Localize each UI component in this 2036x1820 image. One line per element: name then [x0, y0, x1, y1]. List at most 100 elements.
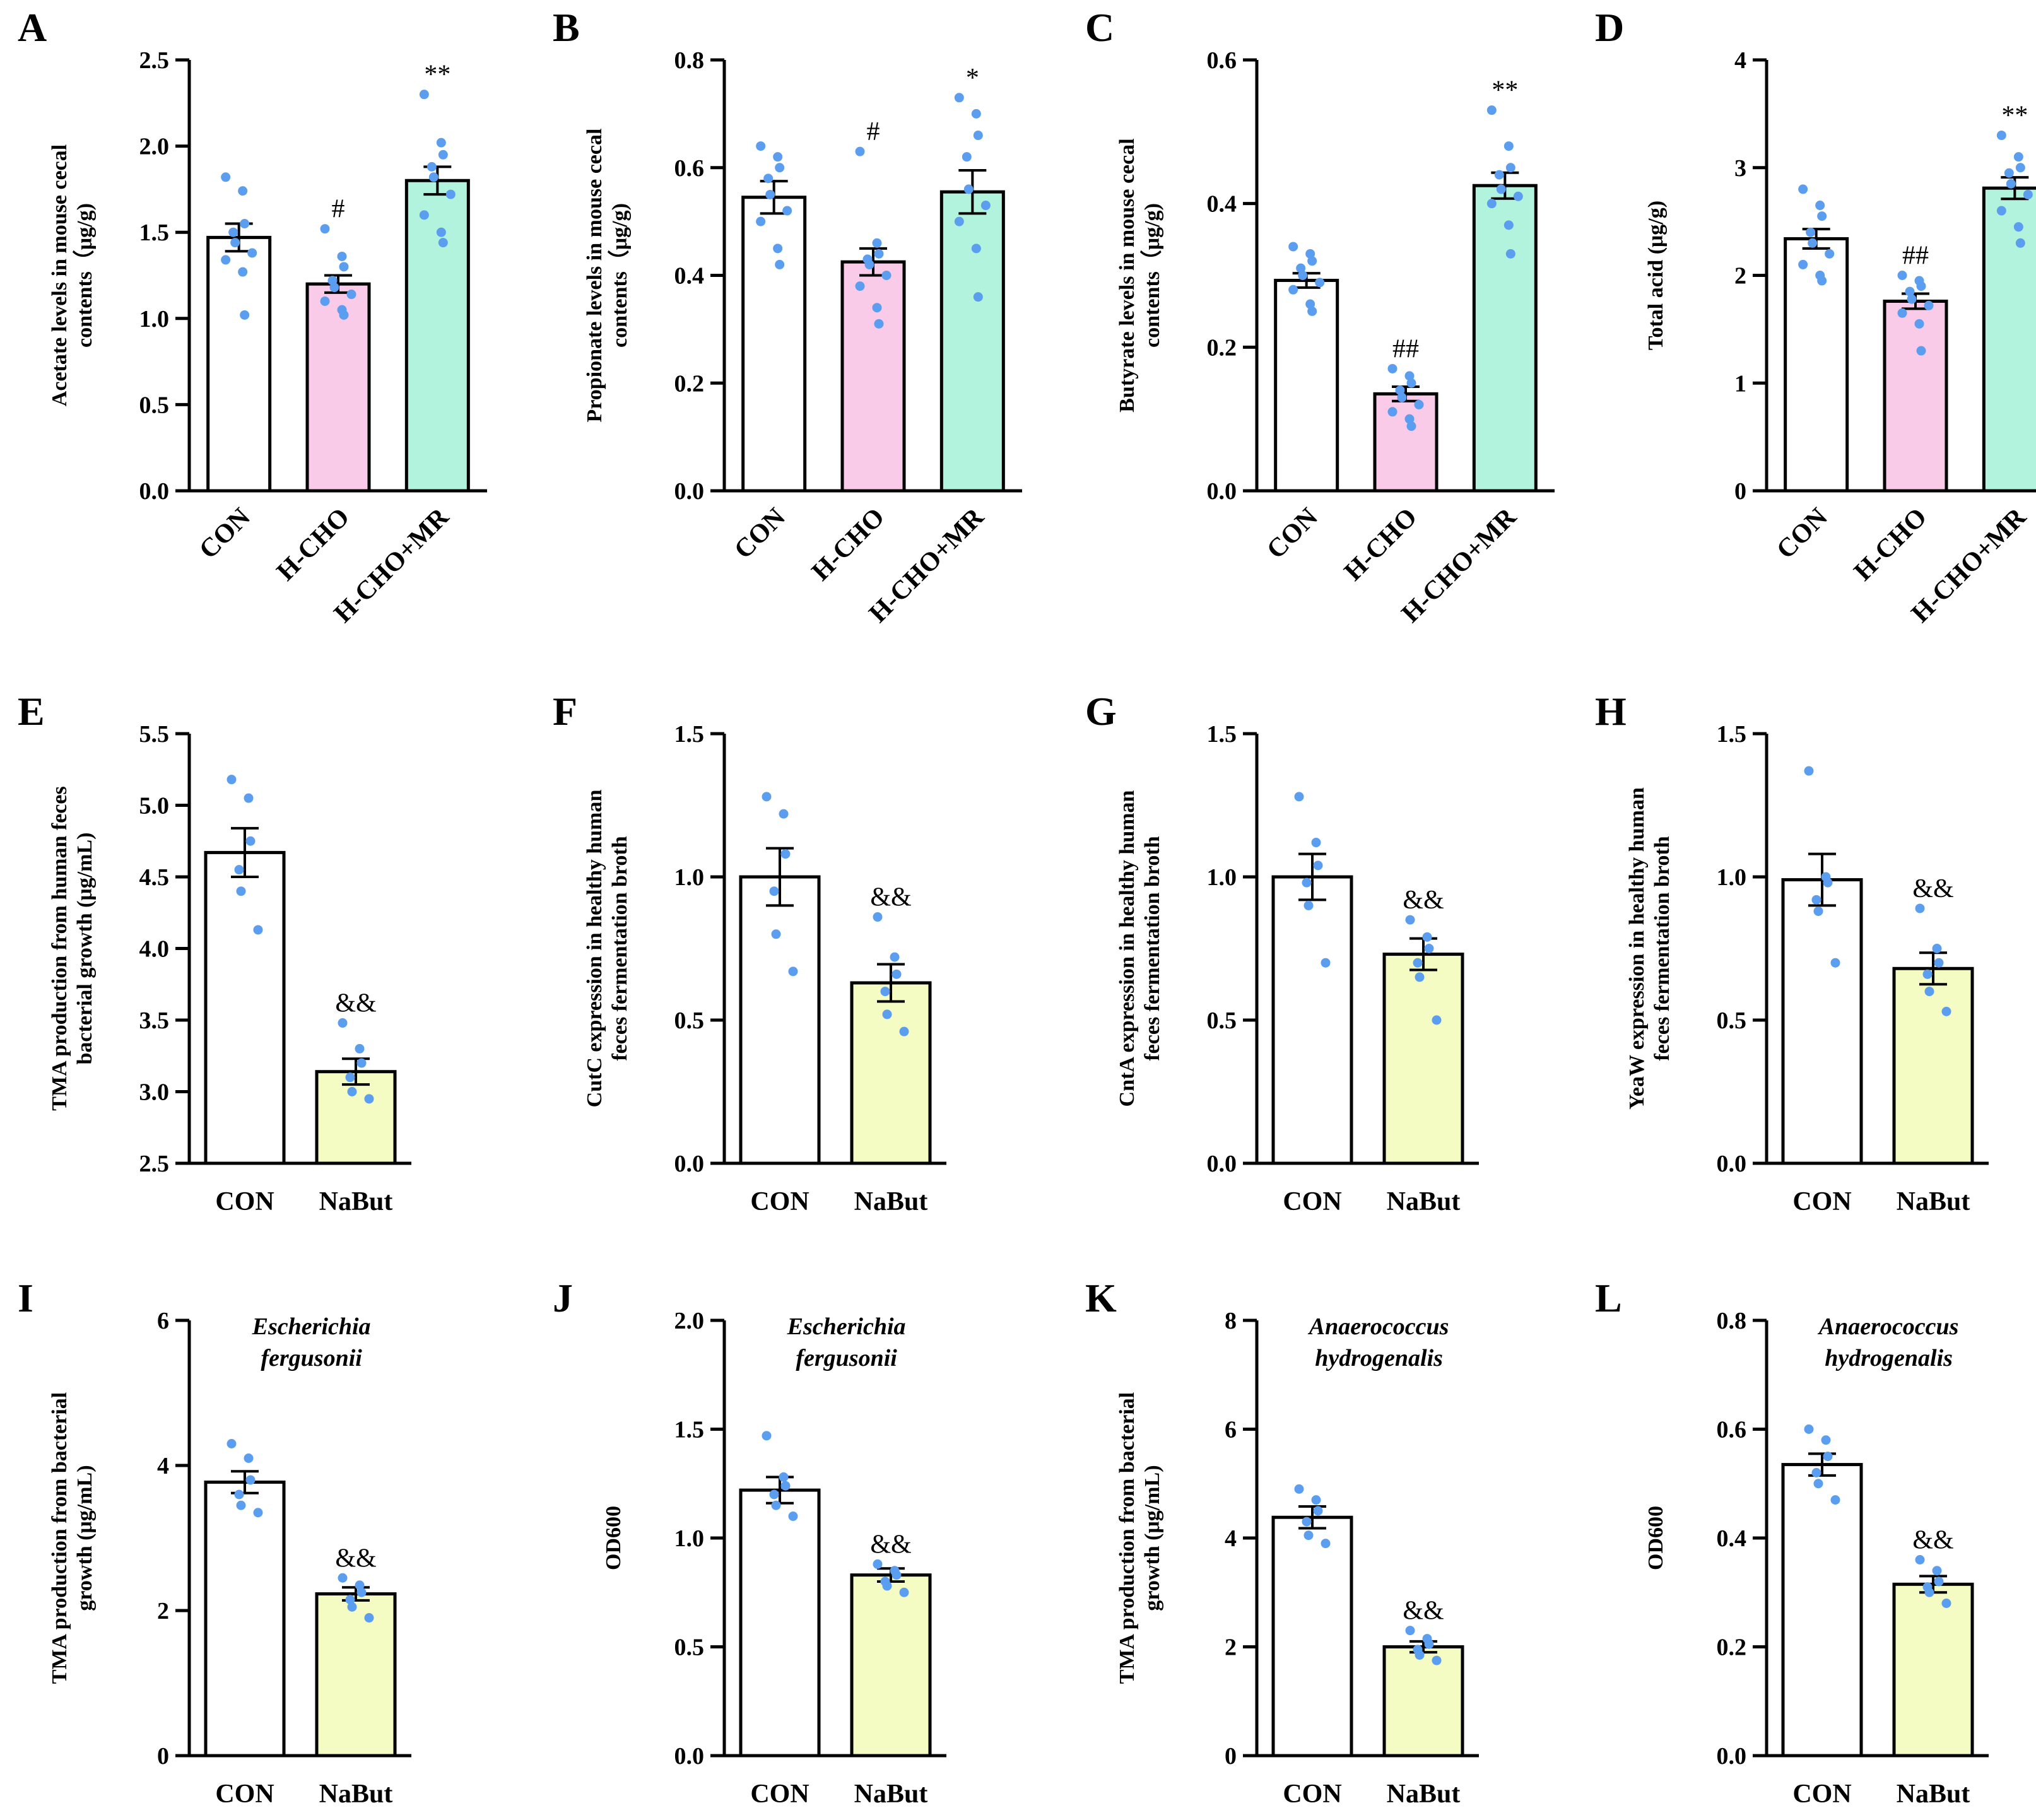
bar-h-cho: [1373, 392, 1439, 493]
data-point: [1307, 256, 1317, 266]
panel-letter: I: [18, 1276, 33, 1320]
bar-nabut: [315, 1070, 397, 1165]
y-axis-title: feces fermentation broth: [608, 836, 632, 1060]
data-point: [954, 93, 964, 103]
y-tick-label: 1.0: [139, 306, 170, 332]
y-axis-title: Butyrate levels in mouse cecal: [1115, 138, 1139, 412]
y-tick-label: 2.5: [139, 47, 170, 74]
data-point: [339, 310, 349, 320]
data-point: [227, 775, 237, 785]
data-point: [1811, 1468, 1821, 1477]
y-axis-title: TMA production from bacterial: [1115, 1392, 1139, 1684]
x-tick-label: CON: [1261, 503, 1324, 565]
y-tick-label: 6: [157, 1308, 169, 1334]
y-tick-label: 1.5: [1717, 721, 1747, 748]
y-tick-label: 0.8: [674, 47, 705, 74]
species-annotation: Anaerococcus: [1308, 1313, 1449, 1340]
data-point: [1397, 392, 1407, 402]
data-point: [1996, 206, 2006, 216]
data-point: [779, 809, 789, 819]
y-axis-title: feces fermentation broth: [1141, 836, 1164, 1060]
data-point: [1503, 141, 1514, 151]
panel-c: C 0.0 0.2 0.4 0.6 Butyrate levels in mouse ce…: [1085, 5, 1555, 628]
y-axis-title: Propionate levels in mouse cecal: [583, 129, 606, 423]
data-point: [1415, 1650, 1425, 1660]
panel-e: E 2.5 3.0 3.5 4.0 4.5 5.0 5.5 TMA production fro…: [18, 689, 411, 1216]
data-point: [1811, 895, 1821, 905]
bar-nabut: [1382, 1645, 1464, 1758]
data-point: [1804, 766, 1814, 776]
data-point: [419, 210, 429, 220]
x-tick-label: NaBut: [1897, 1187, 1970, 1216]
data-point: [872, 238, 882, 248]
data-point: [1313, 860, 1323, 871]
x-tick-label: NaBut: [854, 1187, 928, 1216]
x-tick-label: H-CHO: [1339, 503, 1423, 587]
data-point: [221, 255, 231, 265]
species-annotation: Anaerococcus: [1818, 1313, 1959, 1340]
data-point: [775, 163, 785, 173]
data-point: [428, 172, 438, 182]
panel-letter: E: [18, 689, 45, 734]
data-point: [1405, 1626, 1415, 1636]
significance-label: ##: [1902, 242, 1929, 271]
panel-g: G 0.0 0.5 1.0 1.5 CntA expression in healthy …: [1085, 689, 1479, 1216]
significance-label: &&: [1403, 886, 1444, 915]
y-tick-label: 0.0: [1207, 1151, 1237, 1177]
data-point: [1321, 958, 1331, 968]
data-point: [2004, 168, 2014, 178]
data-point: [872, 303, 882, 313]
x-tick-label: H-CHO: [806, 503, 890, 587]
significance-label: &&: [870, 883, 911, 912]
x-tick-label: CON: [1792, 1780, 1851, 1809]
data-point: [773, 244, 783, 254]
y-axis-title: TMA production from human feces: [48, 786, 71, 1110]
data-point: [1424, 944, 1434, 953]
significance-label: **: [1492, 76, 1518, 105]
data-point: [1922, 969, 1933, 979]
data-point: [234, 1489, 244, 1500]
data-point: [1830, 1495, 1840, 1505]
y-tick-label: 1.5: [1207, 721, 1237, 748]
data-point: [347, 1602, 357, 1612]
data-point: [245, 1475, 256, 1485]
panel-letter: L: [1595, 1276, 1622, 1320]
data-point: [771, 929, 781, 939]
data-point: [1941, 1006, 1951, 1016]
data-point: [899, 1587, 909, 1597]
data-point: [971, 244, 981, 254]
data-point: [1813, 1479, 1823, 1489]
bar-con: [206, 235, 272, 493]
bar-nabut: [850, 981, 932, 1165]
data-point: [1313, 1506, 1323, 1516]
data-point: [1424, 1639, 1434, 1649]
species-annotation: fergusonii: [796, 1345, 897, 1371]
data-point: [356, 1058, 367, 1068]
bar-nabut: [1382, 953, 1464, 1165]
y-tick-label: 3.5: [139, 1007, 170, 1034]
panel-h: H 0.0 0.5 1.0 1.5 YeaW expression in healthy …: [1595, 689, 1989, 1216]
bar-nabut: [1892, 1582, 1974, 1758]
data-point: [1311, 1495, 1321, 1505]
x-tick-label: NaBut: [1387, 1780, 1461, 1809]
data-point: [1387, 363, 1398, 373]
data-point: [1321, 1539, 1331, 1549]
y-axis-title: feces fermentation broth: [1651, 836, 1674, 1060]
x-tick-label: CON: [215, 1780, 274, 1809]
data-point: [1907, 294, 1917, 304]
data-point: [855, 281, 865, 291]
data-point: [891, 969, 902, 979]
x-tick-label: NaBut: [1897, 1780, 1970, 1809]
data-point: [782, 206, 792, 216]
data-point: [1798, 184, 1808, 194]
data-point: [973, 292, 983, 302]
x-tick-label: H-CHO: [271, 503, 355, 587]
panel-l: L 0.0 0.2 0.4 0.6 0.8 OD600 CON && NaBut Anaerococ…: [1595, 1276, 1989, 1809]
y-tick-label: 2: [1225, 1635, 1237, 1661]
y-tick-label: 0.0: [1717, 1151, 1747, 1177]
y-axis-title: contents（μg/g): [1139, 203, 1164, 348]
data-point: [1513, 191, 1523, 201]
y-tick-label: 2.0: [139, 134, 170, 160]
